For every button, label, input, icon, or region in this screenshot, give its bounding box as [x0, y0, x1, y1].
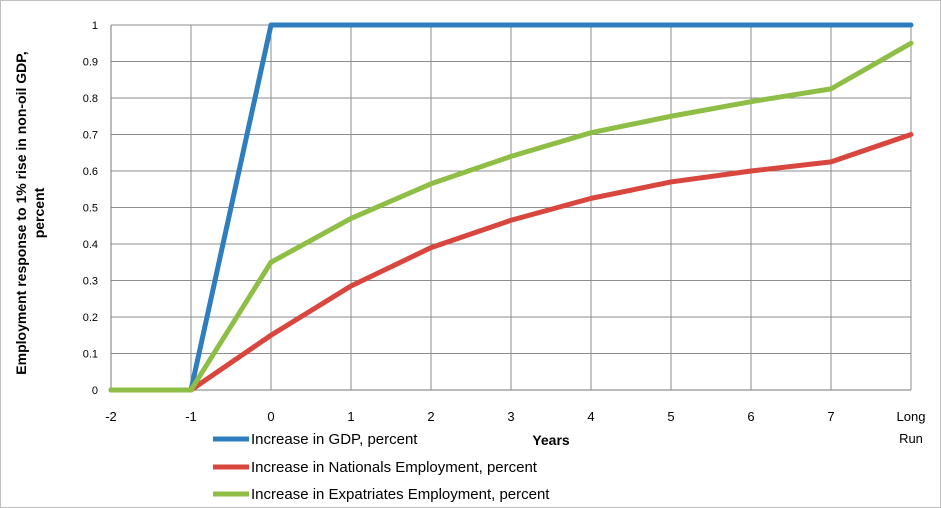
y-tick-label: 0.7 [83, 130, 98, 142]
legend-item-expatriates: Increase in Expatriates Employment, perc… [213, 486, 550, 503]
x-tick-label: 3 [507, 409, 514, 424]
y-tick-label: 1 [92, 20, 98, 32]
series-lines [108, 22, 914, 393]
y-axis-title: Employment response to 1% rise in non-oi… [13, 51, 47, 374]
x-tick-label: 6 [747, 409, 754, 424]
y-tick-label: 0.5 [83, 203, 98, 215]
x-tick-labels: -2 -1 0 1 2 3 4 5 6 7 Long Run [105, 409, 925, 446]
x-tick-label: 0 [267, 409, 274, 424]
axes [110, 25, 911, 391]
legend-label-nationals: Increase in Nationals Employment, percen… [251, 459, 538, 476]
x-tick-label: 2 [427, 409, 434, 424]
y-axis-title-line-1: Employment response to 1% rise in non-oi… [13, 51, 29, 374]
legend-label-gdp: Increase in GDP, percent [251, 431, 418, 448]
y-tick-label: 0.6 [83, 166, 98, 178]
legend-item-gdp: Increase in GDP, percent [213, 431, 418, 448]
x-tick-label: 5 [667, 409, 674, 424]
series-line-gdp [108, 22, 914, 393]
x-tick-label: -1 [185, 409, 197, 424]
y-tick-label: 0.1 [83, 349, 98, 361]
x-tick-label: 1 [347, 409, 354, 424]
legend: Increase in GDP, percent Increase in Nat… [213, 431, 550, 503]
legend-label-expatriates: Increase in Expatriates Employment, perc… [251, 486, 550, 503]
legend-item-nationals: Increase in Nationals Employment, percen… [213, 459, 538, 476]
y-axis-title-line-2: percent [31, 187, 47, 238]
y-tick-label: 0 [92, 385, 98, 397]
y-tick-label: 0.3 [83, 276, 98, 288]
y-tick-label: 0.9 [83, 57, 98, 69]
series-line-expatriates [108, 40, 914, 393]
series-line-nationals [108, 132, 914, 393]
y-tick-labels: 0 0.1 0.2 0.3 0.4 0.5 0.6 0.7 0.8 0.9 1 [83, 20, 98, 397]
y-tick-label: 0.4 [83, 239, 98, 251]
x-tick-label: Long Run [897, 409, 926, 446]
y-tick-label: 0.8 [83, 93, 98, 105]
x-tick-label: -2 [105, 409, 117, 424]
x-tick-label: 7 [827, 409, 834, 424]
y-tick-label: 0.2 [83, 312, 98, 324]
x-tick-label: 4 [587, 409, 594, 424]
x-axis-title: Years [532, 432, 570, 448]
